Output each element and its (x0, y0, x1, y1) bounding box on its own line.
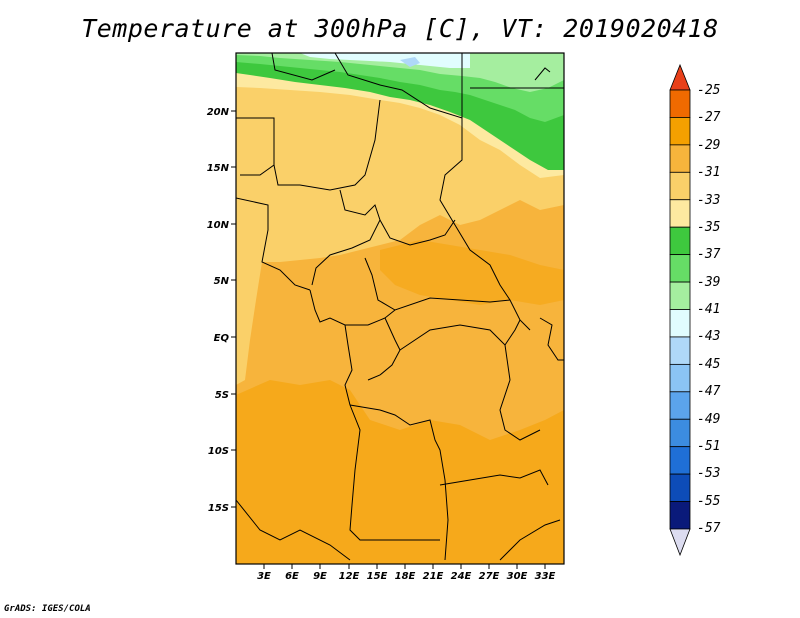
field-band-33-35-west (236, 262, 262, 385)
colorbar-label: -27 (697, 110, 721, 125)
map-frame (235, 52, 565, 565)
lon-label-9e: 9E (313, 571, 327, 582)
colorbar-cell (669, 226, 691, 256)
colorbar-cell (669, 473, 691, 502)
field-band-29-31-center (380, 240, 564, 305)
field-band-29-31-south (236, 380, 564, 564)
colorbar-cell (669, 117, 691, 146)
colorbar-label: -33 (697, 193, 720, 208)
colorbar-cell (669, 391, 691, 420)
colorbar-label: -49 (697, 412, 720, 427)
colorbar-label: -53 (697, 466, 720, 481)
lat-label-10s: 10S (208, 446, 229, 457)
colorbar-cells (669, 89, 691, 530)
colorbar: -25 -27 -29 -31 -33 -35 -37 -39 -41 -43 … (669, 63, 721, 557)
colorbar-label: -29 (697, 138, 720, 153)
lon-label-27e: 27E (479, 571, 500, 582)
lon-label-6e: 6E (285, 571, 299, 582)
colorbar-label: -37 (697, 247, 721, 262)
colorbar-cell (669, 363, 691, 393)
colorbar-label: -39 (697, 275, 720, 290)
lat-label-5n: 5N (214, 276, 230, 287)
colorbar-label: -55 (697, 494, 721, 509)
lon-label-30e: 30E (507, 571, 528, 582)
longitude-axis: 3E 6E 9E 12E 15E 18E 21E 24E 27E 30E 33E (257, 564, 556, 582)
lon-label-21e: 21E (423, 571, 444, 582)
colorbar-label: -57 (697, 521, 721, 536)
colorbar-cell (669, 144, 691, 173)
field-band-43-45 (300, 53, 470, 68)
lon-label-33e: 33E (535, 571, 556, 582)
colorbar-label: -41 (697, 302, 720, 317)
lat-label-eq: EQ (214, 333, 230, 344)
lat-label-5s: 5S (215, 390, 229, 401)
colorbar-bottom-arrow (669, 528, 691, 557)
lat-label-15n: 15N (207, 163, 230, 174)
lat-label-15s: 15S (208, 503, 229, 514)
colorbar-cell (669, 418, 691, 448)
colorbar-cell (669, 89, 691, 118)
colorbar-label: -45 (697, 357, 721, 372)
colorbar-cell (669, 446, 691, 475)
colorbar-label: -35 (697, 220, 721, 235)
colorbar-cell (669, 171, 691, 201)
field-band-41-43 (236, 53, 564, 92)
map-title: Temperature at 300hPa [C], VT: 201902041… (81, 14, 719, 43)
colorbar-label: -31 (697, 165, 720, 180)
colorbar-top-arrow (669, 63, 691, 91)
colorbar-label: -51 (697, 439, 720, 454)
colorbar-label: -25 (697, 83, 721, 98)
colorbar-cell (669, 501, 691, 530)
country-borders (236, 53, 564, 561)
lon-label-18e: 18E (395, 571, 416, 582)
lat-label-20n: 20N (207, 107, 230, 118)
lon-label-12e: 12E (339, 571, 360, 582)
colorbar-cell (669, 309, 691, 338)
colorbar-label: -47 (697, 384, 721, 399)
credit-text: GrADS: IGES/COLA (4, 604, 91, 614)
lon-label-3e: 3E (257, 571, 271, 582)
lat-label-10n: 10N (207, 220, 230, 231)
colorbar-cell (669, 199, 691, 228)
lon-label-15e: 15E (367, 571, 388, 582)
colorbar-label: -43 (697, 329, 720, 344)
lon-label-24e: 24E (451, 571, 472, 582)
colorbar-cell (669, 254, 691, 283)
colorbar-cell (669, 281, 691, 310)
colorbar-labels: -25 -27 -29 -31 -33 -35 -37 -39 -41 -43 … (697, 83, 721, 536)
colorbar-cell (669, 336, 691, 365)
latitude-axis: 20N 15N 10N 5N EQ 5S 10S 15S (207, 107, 236, 514)
field-band-45-47 (400, 57, 420, 67)
